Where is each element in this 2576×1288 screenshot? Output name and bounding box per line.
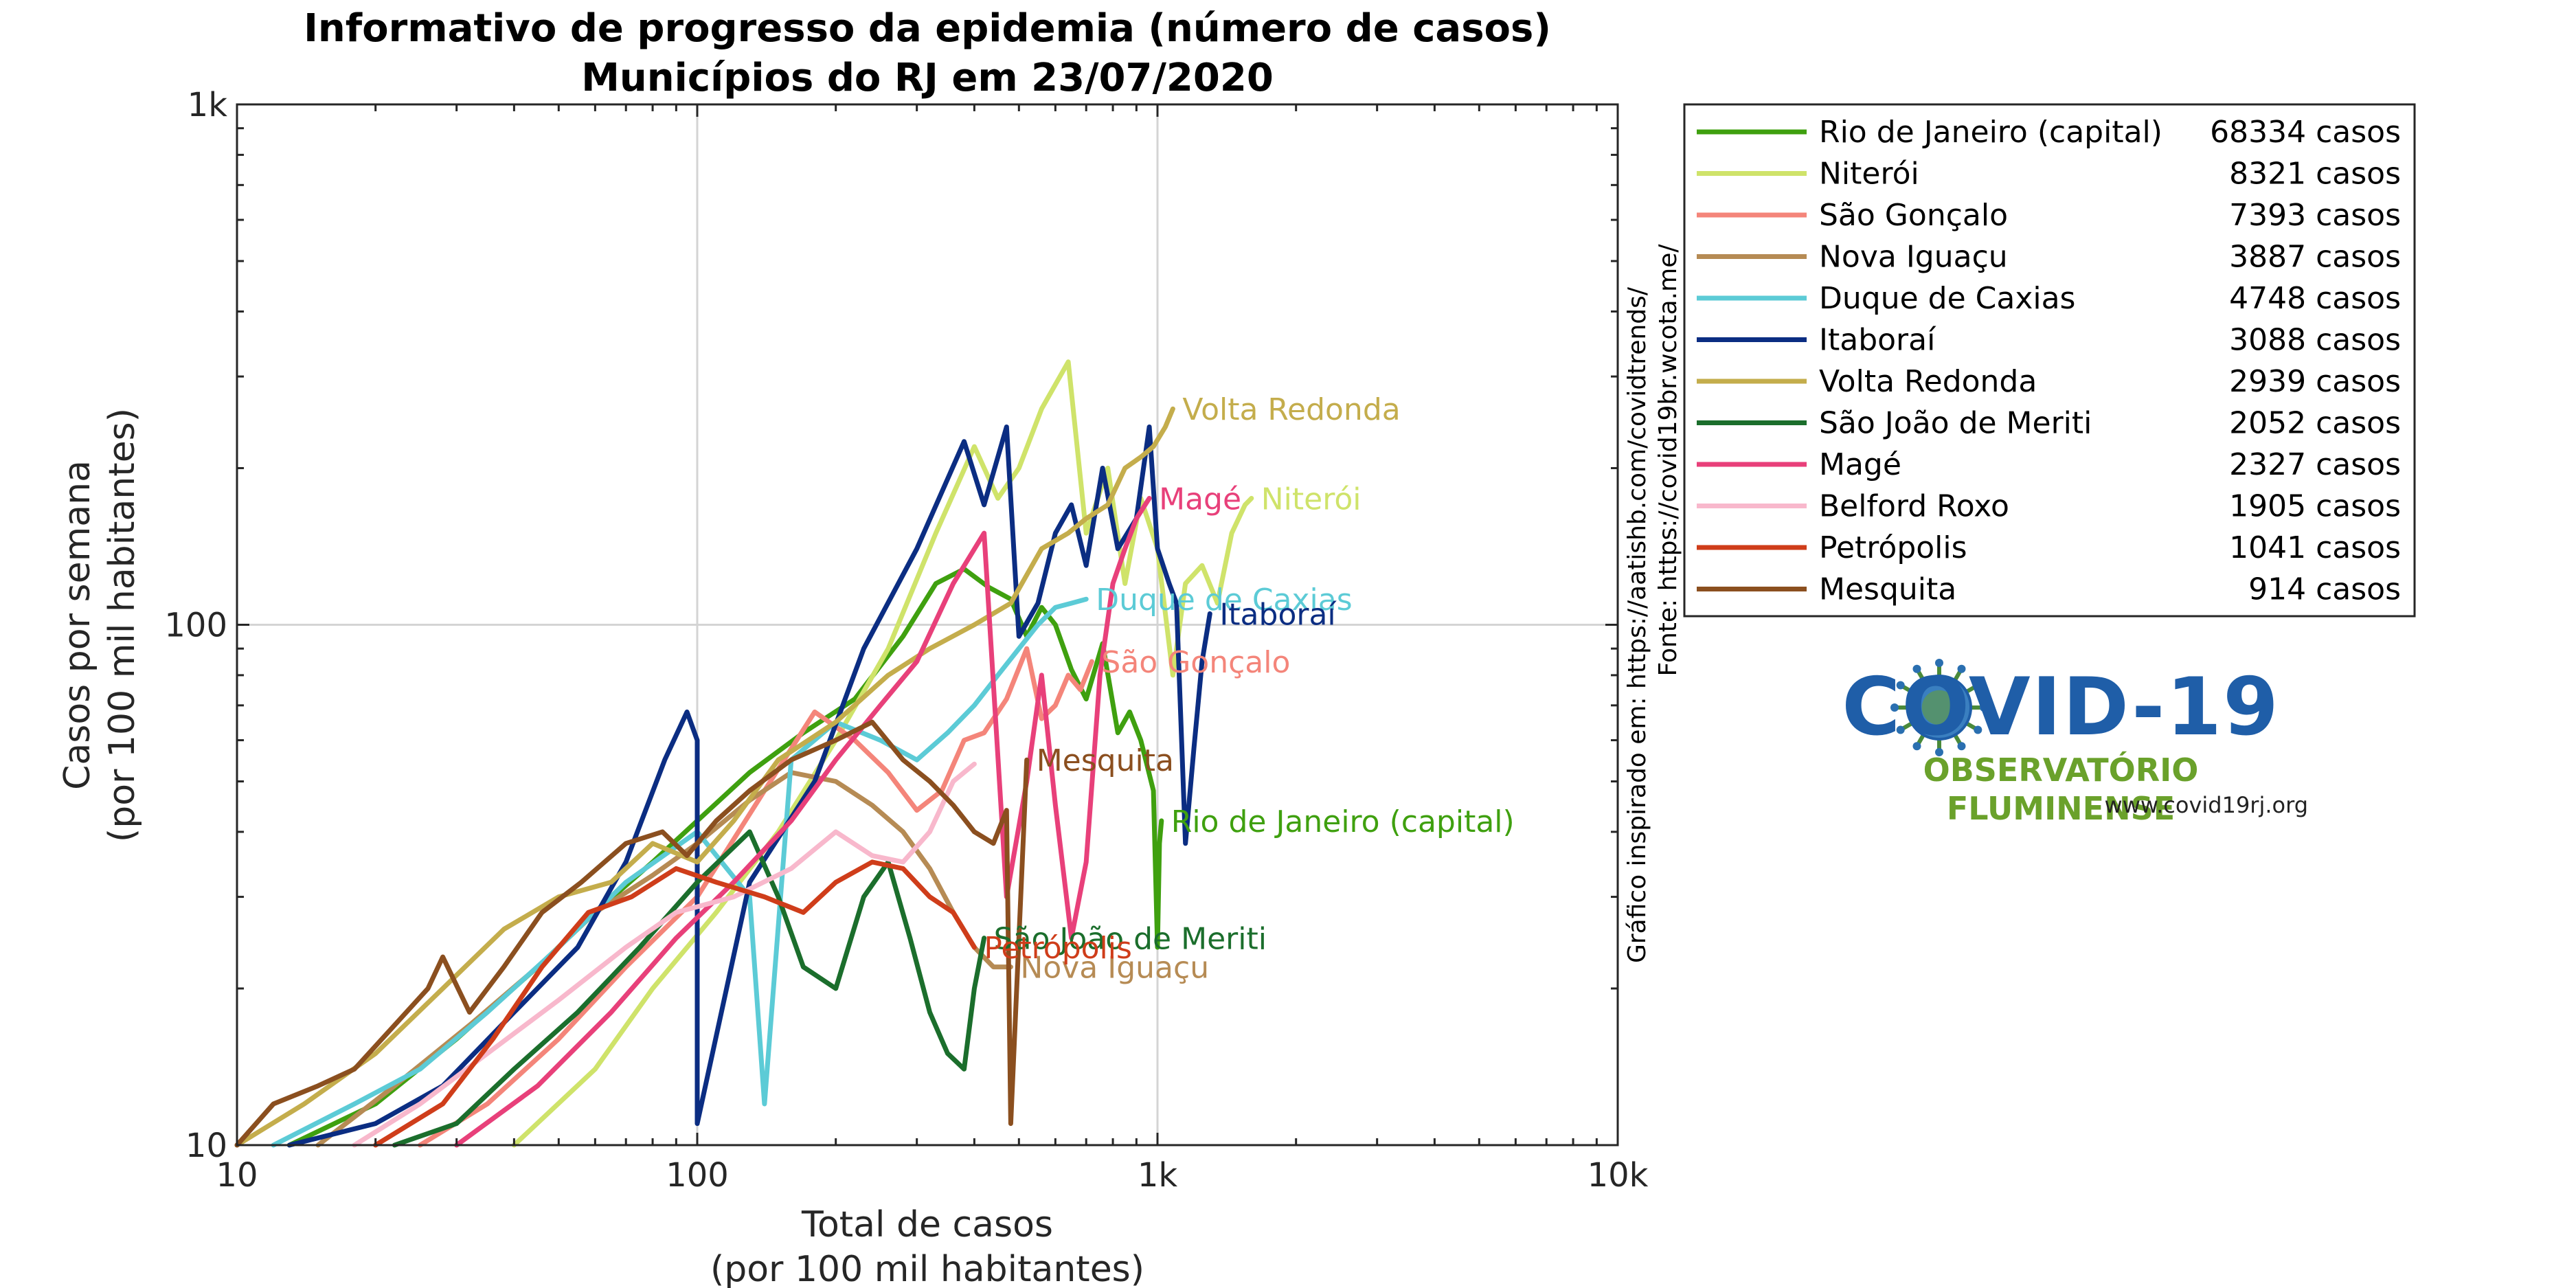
x-tick-label: 10 [216, 1156, 258, 1195]
legend-count: 2939 casos [2229, 364, 2401, 399]
virus-spike-tip [1935, 748, 1943, 756]
covid-logo: COVID-19 OBSERVATÓRIO FLUMINENSE www.cov… [1814, 663, 2308, 828]
legend-name: Duque de Caxias [1819, 281, 2075, 316]
legend-name: Mesquita [1819, 572, 1956, 607]
legend-name: Nova Iguaçu [1819, 240, 2008, 275]
series-end-label: Nova Iguaçu [1020, 951, 1209, 986]
virus-spike-tip [1935, 659, 1943, 667]
end-labels: Rio de Janeiro (capital) Niterói São Gonça… [984, 392, 1514, 985]
virus-spike-tip [1957, 664, 1966, 673]
legend-name: Petrópolis [1819, 530, 1967, 565]
y-tick-label: 1k [188, 86, 228, 124]
logo-title: COVID-19 [1842, 661, 2280, 754]
series-end-label: Volta Redonda [1182, 392, 1400, 427]
y-tick-label: 100 [164, 607, 227, 645]
series-line [234, 406, 1175, 1148]
series-line [286, 425, 1212, 1148]
legend-count: 2327 casos [2229, 447, 2401, 482]
series-line [373, 859, 977, 1148]
virus-spike-tip [1974, 725, 1982, 734]
series-line [418, 646, 1094, 1148]
series-end-label: Rio de Janeiro (capital) [1171, 804, 1515, 839]
virus-spike-tip [1896, 725, 1905, 734]
y-axis-label-line1: Casos por semana [57, 460, 98, 790]
chart-title-line1: Informativo de progresso da epidemia (nú… [304, 6, 1551, 51]
x-axis-label-line1: Total de casos [801, 1204, 1053, 1245]
legend-count: 1041 casos [2229, 530, 2401, 565]
virus-spike-tip [1896, 681, 1905, 690]
virus-spike-tip [1890, 703, 1899, 712]
series-end-label: Duque de Caxias [1096, 583, 1352, 618]
series-line [392, 829, 987, 1148]
virus-spike-tip [1980, 703, 1988, 712]
series-end-label: Itaboraí [1219, 597, 1337, 632]
legend-box [1683, 103, 2416, 618]
series-end-label: Petrópolis [984, 931, 1132, 966]
legend-count: 3088 casos [2229, 323, 2401, 358]
series-end-label: São Gonçalo [1101, 645, 1290, 680]
legend-count: 4748 casos [2229, 281, 2401, 316]
legend-name: Belford Roxo [1819, 489, 2009, 524]
virus-spike-tip [1974, 681, 1982, 690]
legend-count: 7393 casos [2229, 198, 2401, 233]
legend-name: Magé [1819, 447, 1901, 482]
virus-spike-tip [1957, 742, 1966, 751]
y-axis-label-line2: (por 100 mil habitantes) [102, 408, 143, 842]
source-note-line1: Gráfico inspirado em: https://aatishb.co… [1623, 286, 1651, 963]
series-end-label: Mesquita [1037, 743, 1174, 778]
virus-core [1921, 690, 1957, 725]
x-tick-label: 100 [666, 1156, 729, 1195]
legend-name: Itaboraí [1819, 323, 1936, 358]
x-axis-label-line2: (por 100 mil habitantes) [710, 1249, 1144, 1288]
series-end-label: Magé [1159, 482, 1241, 517]
source-note-line2: Fonte: https://covid19br.wcota.me/ [1654, 244, 1682, 677]
legend-count: 68334 casos [2210, 115, 2401, 150]
series-end-label: Niterói [1261, 482, 1362, 517]
logo-url: www.covid19rj.org [2104, 792, 2308, 818]
legend-count: 2052 casos [2229, 406, 2401, 441]
series-end-label: São João de Meriti [994, 922, 1267, 957]
x-tick-label: 10k [1588, 1156, 1649, 1195]
legend-name: Niterói [1819, 157, 1919, 192]
chart-title-line2: Municípios do RJ em 23/07/2020 [581, 56, 1274, 100]
virus-spike-tip [1912, 742, 1921, 751]
legend-count: 8321 casos [2229, 157, 2401, 192]
legend-name: São Gonçalo [1819, 198, 2008, 233]
y-tick-label: 10 [185, 1127, 227, 1165]
logo-subtitle: OBSERVATÓRIO FLUMINENSE [1923, 752, 2199, 827]
virus-spike-tip [1912, 664, 1921, 673]
tick-labels: 10 100 1k 10k 10 100 1k [164, 86, 1648, 1195]
series-line [234, 719, 1030, 1148]
legend-count: 3887 casos [2229, 240, 2401, 275]
series-line [454, 495, 1152, 1148]
plot-lines [234, 359, 1254, 1148]
virus-icon [1890, 659, 1988, 756]
series-line [352, 761, 977, 1148]
legend-name: Rio de Janeiro (capital) [1819, 115, 2162, 150]
legend-count: 1905 casos [2229, 489, 2401, 524]
legend: Rio de Janeiro (capital) 68334 casos Niter… [1683, 103, 2416, 618]
legend-count: 914 casos [2248, 572, 2401, 607]
legend-name: Volta Redonda [1819, 364, 2037, 399]
ticks [236, 104, 1618, 1146]
legend-name: São João de Meriti [1819, 406, 2092, 441]
x-tick-label: 1k [1138, 1156, 1178, 1195]
